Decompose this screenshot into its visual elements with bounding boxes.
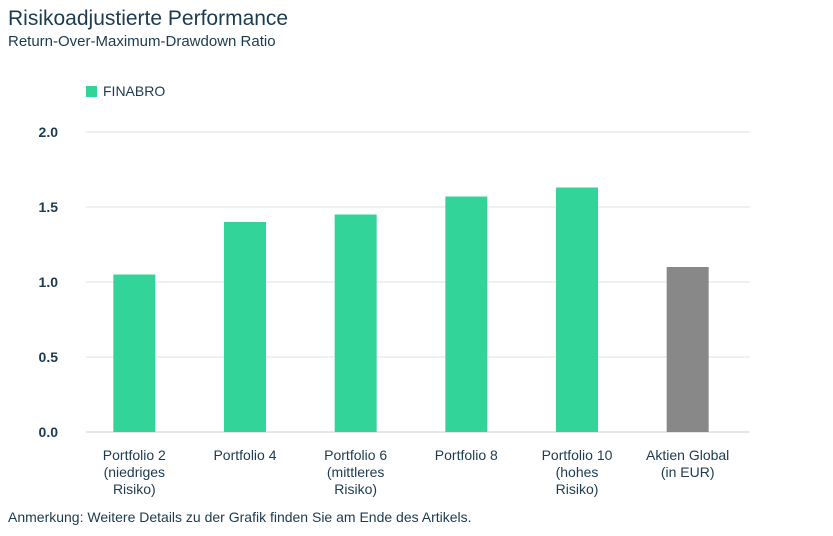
chart-subtitle: Return-Over-Maximum-Drawdown Ratio xyxy=(8,33,276,50)
legend-label-finabro: FINABRO xyxy=(103,83,166,99)
footnote: Anmerkung: Weitere Details zu der Grafik… xyxy=(8,509,472,525)
bar xyxy=(334,214,377,432)
x-tick-label: Portfolio 4 xyxy=(213,447,276,463)
x-tick-label: Portfolio 2 (niedriges Risiko) xyxy=(103,447,166,497)
bar xyxy=(666,267,709,432)
legend: FINABRO xyxy=(86,83,165,99)
bar xyxy=(445,196,488,432)
y-tick-label: 1.5 xyxy=(39,199,59,215)
chart-title: Risikoadjustierte Performance xyxy=(8,7,289,30)
y-tick-label: 2.0 xyxy=(39,124,59,140)
x-tick-label: Portfolio 8 xyxy=(435,447,498,463)
legend-swatch-finabro xyxy=(86,85,97,97)
x-tick-label: Portfolio 6 (mittleres Risiko) xyxy=(324,447,387,497)
bar xyxy=(556,187,598,432)
x-tick-label: Aktien Global (in EUR) xyxy=(646,447,729,480)
x-tick-label: Portfolio 10 (hohes Risiko) xyxy=(542,447,613,497)
y-tick-label: 0.5 xyxy=(39,349,59,365)
bar xyxy=(224,222,266,432)
y-tick-label: 1.0 xyxy=(39,274,59,290)
bar xyxy=(113,274,156,432)
y-tick-label: 0.0 xyxy=(39,424,59,440)
